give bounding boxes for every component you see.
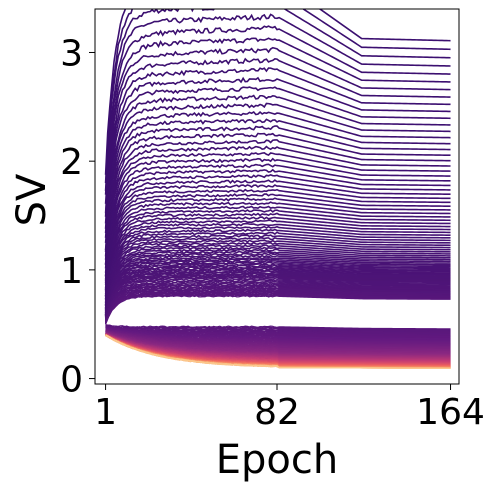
- sv-series-line: [104, 270, 451, 316]
- sv-series-line: [105, 295, 451, 325]
- x-tick-label: 1: [94, 392, 117, 433]
- sv-series-line: [104, 239, 451, 306]
- sv-series-line: [104, 9, 451, 191]
- sv-series-line: [104, 231, 451, 303]
- sv-series-line: [104, 267, 451, 315]
- sv-series-line: [104, 250, 451, 310]
- sv-series-line: [104, 139, 451, 266]
- x-axis-label: Epoch: [216, 437, 338, 483]
- sv-series-line: [104, 259, 451, 313]
- x-tick-label: 164: [416, 392, 485, 433]
- sv-series-line: [104, 216, 451, 298]
- sv-series-line: [104, 234, 451, 305]
- sv-series-line: [104, 67, 451, 229]
- sv-series-line: [104, 188, 451, 289]
- sv-series-line: [104, 254, 451, 311]
- sv-series-line: [104, 219, 451, 299]
- sv-series-line: [104, 13, 451, 195]
- sv-series-line: [104, 9, 451, 184]
- y-tick-label: 1: [60, 251, 83, 292]
- sv-series-line: [105, 277, 451, 318]
- sv-series-line: [104, 151, 451, 273]
- sv-series-line: [104, 168, 451, 280]
- sv-series-line: [104, 225, 451, 301]
- sv-series-line: [104, 263, 451, 314]
- sv-series-line: [104, 110, 451, 253]
- sv-series-line: [104, 246, 451, 309]
- sv-series-line: [104, 57, 451, 224]
- sv-series-line: [104, 209, 451, 297]
- sv-series-line: [105, 281, 451, 319]
- sv-series-line: [104, 237, 451, 306]
- y-tick-label: 0: [60, 360, 83, 401]
- sv-series-line: [105, 287, 451, 322]
- sv-series-line: [104, 102, 451, 251]
- x-axis-ticks: 1 82 164: [94, 384, 485, 433]
- y-tick-label: 3: [60, 33, 83, 74]
- sv-series-line: [104, 118, 451, 257]
- sv-series-line: [104, 145, 451, 269]
- sv-series-line: [104, 94, 451, 243]
- sv-series-line: [104, 25, 451, 204]
- sv-series-line: [104, 264, 451, 314]
- sv-series-line: [104, 266, 451, 316]
- sv-series-line: [104, 261, 451, 314]
- sv-series-line: [104, 193, 451, 290]
- y-axis-ticks: 0 1 2 3: [60, 33, 95, 401]
- sv-series-line: [104, 179, 451, 284]
- y-tick-label: 2: [60, 142, 83, 183]
- sv-series-line: [104, 9, 451, 175]
- sv-series-line: [104, 86, 451, 238]
- sv-series-line: [104, 163, 451, 277]
- sv-series-line: [104, 125, 451, 260]
- sv-series-line: [104, 46, 451, 217]
- sv-series-line: [104, 174, 451, 282]
- sv-series-line: [104, 258, 451, 312]
- sv-series-line: [104, 205, 451, 294]
- sv-series-line: [105, 283, 451, 321]
- sv-series-line: [104, 272, 451, 316]
- y-axis-label: SV: [9, 173, 55, 226]
- sv-series-line: [104, 222, 451, 300]
- sv-series-line: [104, 228, 451, 303]
- sv-series-line: [104, 276, 451, 318]
- sv-series-line: [104, 37, 451, 214]
- sv-series-line: [104, 241, 451, 307]
- sv-series-line: [104, 132, 451, 265]
- sv-series-line: [104, 212, 451, 296]
- x-tick-label: 82: [254, 392, 300, 433]
- sv-series-line: [104, 184, 451, 285]
- sv-series-line: [105, 278, 451, 319]
- sv-series-line: [104, 157, 451, 276]
- sv-series-line: [104, 197, 451, 291]
- sv-series-line: [104, 76, 451, 234]
- sv-series-line: [105, 288, 451, 323]
- series-lines: [104, 9, 451, 370]
- sv-series-line: [104, 248, 451, 309]
- sv-series-line: [104, 201, 451, 292]
- sv-series-line: [105, 334, 451, 370]
